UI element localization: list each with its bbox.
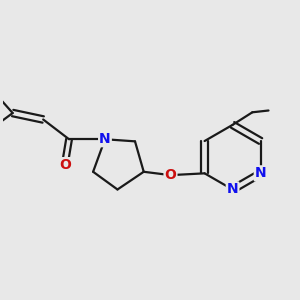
Text: N: N bbox=[255, 166, 266, 180]
Text: O: O bbox=[165, 168, 176, 182]
Text: N: N bbox=[99, 132, 111, 146]
Text: O: O bbox=[59, 158, 71, 172]
Text: N: N bbox=[227, 182, 239, 197]
